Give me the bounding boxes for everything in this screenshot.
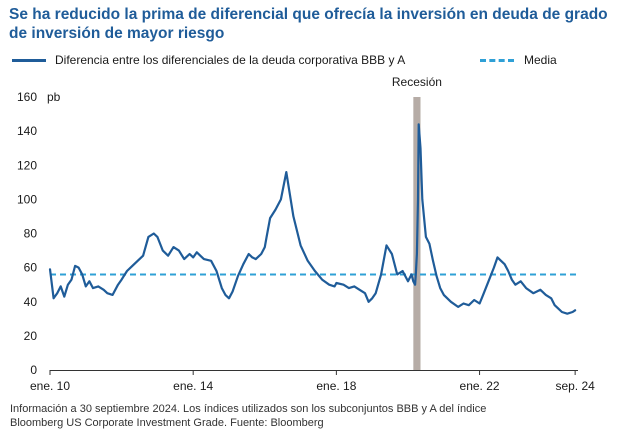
legend-swatch-mean xyxy=(480,59,514,62)
y-tick-label: 20 xyxy=(24,329,38,343)
tick-labels: 0 20 40 60 80 100 120 140 160 pb Recesión ene. 10 en… xyxy=(17,75,595,393)
footnote-line-2: Bloomberg US Corporate Investment Grade.… xyxy=(10,417,324,429)
recession-label: Recesión xyxy=(392,75,442,89)
x-tick-label: sep. 24 xyxy=(555,379,595,393)
y-tick-label: 100 xyxy=(17,192,37,206)
legend-label-mean: Media xyxy=(524,53,557,67)
y-tick-label: 0 xyxy=(30,363,37,377)
legend-swatch-series xyxy=(12,59,46,62)
axes xyxy=(49,370,578,375)
chart-title: Se ha reducido la prima de diferencial q… xyxy=(9,6,608,42)
y-tick-label: 140 xyxy=(17,124,37,138)
y-tick-label: 80 xyxy=(24,227,38,241)
chart-area: 0 20 40 60 80 100 120 140 160 pb Recesión ene. 10 en… xyxy=(17,75,595,393)
x-tick-label: ene. 10 xyxy=(30,379,70,393)
x-tick-label: ene. 22 xyxy=(460,379,500,393)
y-tick-label: 160 xyxy=(17,90,37,104)
y-tick-label: 40 xyxy=(24,295,38,309)
y-axis-unit-label: pb xyxy=(47,90,61,104)
footnote-line-1: Información a 30 septiembre 2024. Los ín… xyxy=(10,403,487,415)
footnote: Información a 30 septiembre 2024. Los ín… xyxy=(10,402,610,430)
series-line xyxy=(48,123,577,315)
legend-label-series: Diferencia entre los diferenciales de la… xyxy=(55,53,406,67)
series-group xyxy=(48,123,577,315)
x-tick-label: ene. 14 xyxy=(173,379,213,393)
x-tick-label: ene. 18 xyxy=(316,379,356,393)
y-tick-label: 60 xyxy=(24,261,38,275)
y-tick-label: 120 xyxy=(17,158,37,172)
